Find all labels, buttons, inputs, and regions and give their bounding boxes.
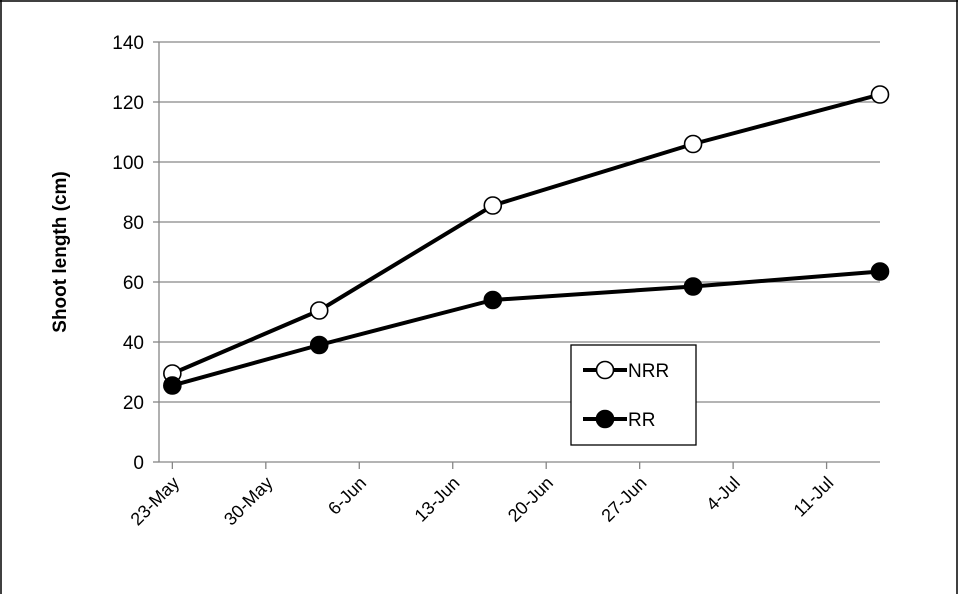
series-rr	[163, 262, 890, 395]
data-point-nrr	[870, 85, 890, 104]
x-tick-label: 23-May	[127, 473, 184, 530]
y-tick-label-120: 120	[112, 93, 144, 114]
y-axis-label: Shoot length (cm)	[50, 171, 71, 332]
data-point-nrr	[309, 301, 329, 320]
legend-marker-rr	[595, 409, 615, 429]
legend-entry-rr: RR	[583, 409, 655, 431]
data-point-rr	[163, 376, 182, 395]
y-tick-label-100: 100	[112, 153, 144, 174]
series-nrr	[163, 85, 890, 383]
y-tick-label-0: 0	[133, 453, 144, 474]
legend-box	[570, 344, 697, 446]
y-tick-label-60: 60	[123, 273, 144, 294]
data-point-rr	[483, 290, 503, 310]
y-tick-label-80: 80	[123, 213, 144, 234]
series	[163, 85, 890, 395]
y-tick-label-20: 20	[123, 393, 144, 414]
x-tick-label: 30-May	[220, 473, 277, 530]
legend-label-rr: RR	[628, 410, 655, 431]
data-point-rr	[870, 262, 890, 281]
x-tick-label: 27-Jun	[597, 473, 650, 526]
tick-labels: 0 20 40 60 80 100 120 140 23-May 30-May 6-Jun 13-Ju…	[112, 33, 837, 529]
x-tick-label: 20-Jun	[504, 473, 557, 526]
legend-marker-nrr	[595, 360, 615, 380]
legend-entry-nrr: NRR	[583, 360, 669, 382]
series-line-nrr	[171, 92, 881, 376]
data-point-nrr	[483, 196, 503, 215]
data-point-rr	[309, 335, 329, 355]
data-point-nrr	[683, 134, 703, 154]
y-tick-label-140: 140	[112, 33, 144, 54]
gridlines	[159, 41, 880, 403]
legend-label-nrr: NRR	[628, 361, 669, 382]
x-tick-label: 11-Jul	[790, 473, 838, 521]
y-tick-label-40: 40	[123, 333, 144, 354]
legend: NRR RR	[570, 344, 697, 446]
x-tick-label: 6-Jun	[324, 473, 370, 519]
x-tick-label: 4-Jul	[702, 473, 744, 515]
x-tick-label: 13-Jun	[411, 473, 464, 526]
axes	[153, 41, 880, 469]
data-point-rr	[683, 277, 703, 296]
